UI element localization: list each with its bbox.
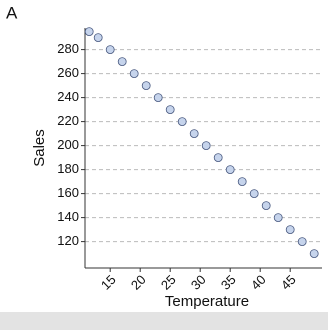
x-tick-label: 45 bbox=[278, 272, 299, 293]
point bbox=[201, 141, 211, 151]
y-axis-label: Sales bbox=[31, 129, 48, 167]
point bbox=[285, 225, 295, 235]
point bbox=[249, 189, 259, 199]
point bbox=[297, 237, 307, 247]
y-tick-label: 200 bbox=[57, 137, 79, 152]
bottom-bar bbox=[0, 312, 328, 330]
point bbox=[105, 45, 115, 54]
panel-label: A bbox=[6, 3, 18, 22]
y-tick-label: 160 bbox=[57, 185, 79, 200]
point bbox=[213, 153, 223, 163]
point bbox=[309, 249, 319, 259]
y-tick-label: 180 bbox=[57, 161, 79, 176]
x-tick-label: 25 bbox=[158, 272, 179, 293]
point bbox=[93, 33, 103, 42]
point bbox=[165, 105, 175, 114]
point bbox=[129, 69, 139, 78]
point bbox=[141, 81, 151, 90]
point bbox=[177, 117, 187, 126]
point bbox=[261, 201, 271, 211]
y-tick-label: 280 bbox=[57, 41, 79, 56]
point bbox=[273, 213, 283, 223]
y-tick-label: 120 bbox=[57, 233, 79, 248]
y-tick-label: 260 bbox=[57, 65, 79, 80]
point bbox=[117, 57, 127, 66]
x-tick-label: 20 bbox=[128, 272, 149, 293]
x-axis-label: Temperature bbox=[165, 293, 249, 310]
y-tick-label: 140 bbox=[57, 209, 79, 224]
x-tick-label: 15 bbox=[98, 272, 119, 293]
point bbox=[84, 27, 94, 37]
y-tick-label: 220 bbox=[57, 113, 79, 128]
point bbox=[189, 129, 199, 139]
x-tick-label: 40 bbox=[248, 272, 269, 293]
point bbox=[225, 165, 235, 175]
x-tick-label: 30 bbox=[188, 272, 209, 293]
x-tick-label: 35 bbox=[218, 272, 239, 293]
point bbox=[237, 177, 247, 187]
point bbox=[153, 93, 163, 102]
y-tick-label: 240 bbox=[57, 89, 79, 104]
